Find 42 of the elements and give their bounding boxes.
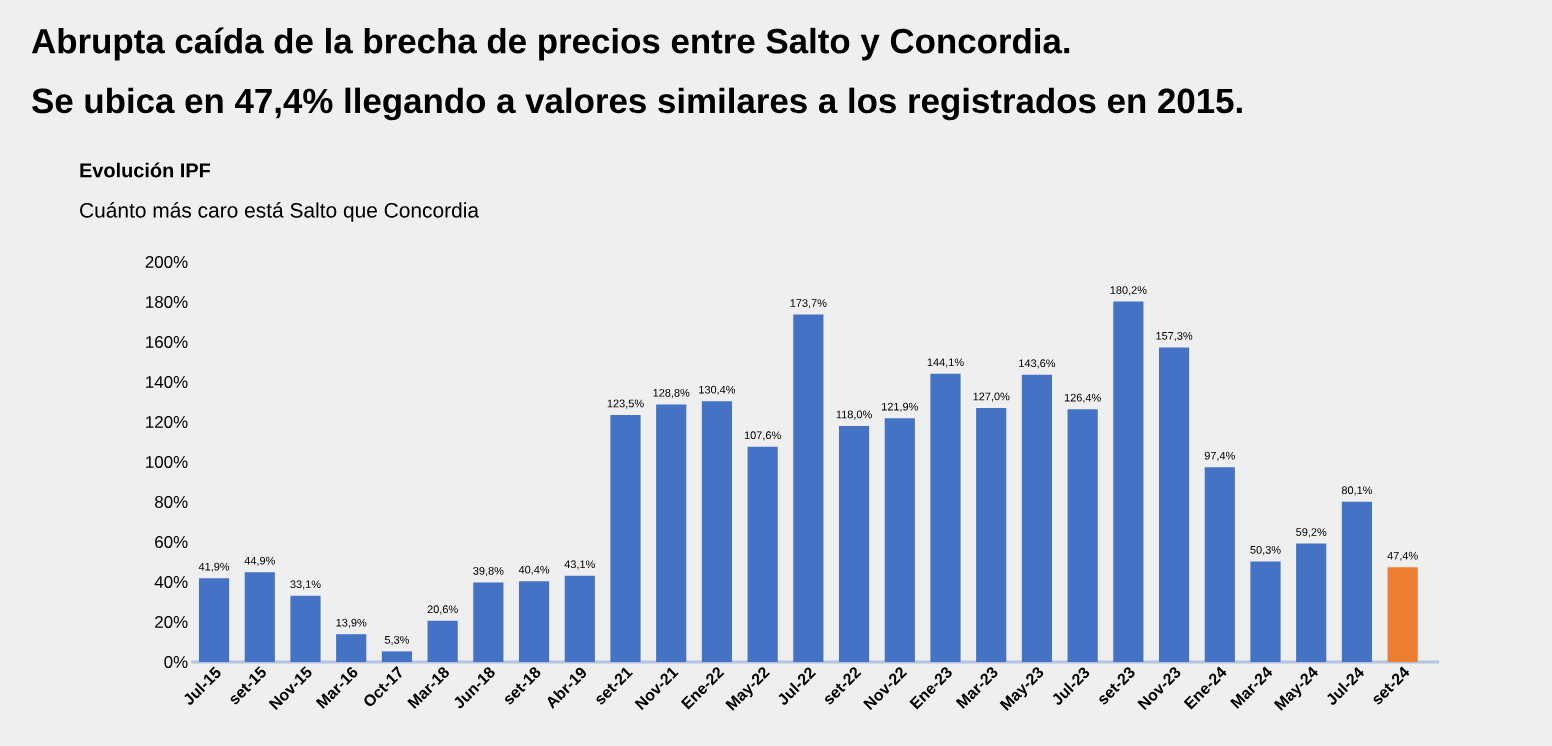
chart-subtitle: Cuánto más caro está Salto que Concordia (80, 202, 480, 222)
text: Se ubica en 47,4% llegando a valores similares a los registrados en 2015. (32, 87, 1242, 121)
bar (290, 595, 321, 662)
bar (656, 404, 687, 662)
bar (610, 415, 641, 662)
y-tick-label: 200% (145, 256, 188, 268)
bar (1296, 543, 1327, 662)
y-tick-label: 60% (155, 536, 188, 548)
y-tick-label: 80% (155, 496, 188, 508)
bar (564, 575, 595, 662)
bar (1021, 374, 1053, 662)
bar (1341, 501, 1373, 662)
y-tick-label: 180% (146, 296, 188, 308)
y-tick-label: 140% (146, 376, 188, 388)
text: Abrupta caída de la brecha de precios entre Salto y Concordia. (31, 27, 1070, 61)
bar (1113, 301, 1144, 662)
bar (244, 572, 275, 662)
bar (336, 634, 367, 662)
bar (473, 582, 504, 662)
bar (793, 314, 824, 662)
y-tick-label: 40% (154, 576, 188, 588)
bar (838, 426, 870, 662)
bar (930, 373, 961, 662)
bar (518, 581, 550, 662)
y-tick-label: 20% (155, 616, 188, 628)
chart-title: Evolución IPF (80, 162, 211, 178)
y-tick-label: 160% (146, 336, 188, 348)
bar (1250, 561, 1281, 662)
bar (381, 651, 413, 662)
bar (427, 620, 458, 662)
bar (198, 578, 230, 662)
bar (884, 418, 915, 662)
y-tick-label: 100% (146, 456, 188, 468)
bar (976, 408, 1007, 662)
bar (1067, 409, 1098, 662)
bar (747, 446, 778, 662)
y-tick-label: 120% (146, 416, 188, 428)
bar (1204, 467, 1235, 662)
bar (701, 401, 733, 662)
bar (1387, 567, 1418, 662)
y-tick-label: 0% (164, 656, 188, 668)
bar (1158, 347, 1190, 662)
